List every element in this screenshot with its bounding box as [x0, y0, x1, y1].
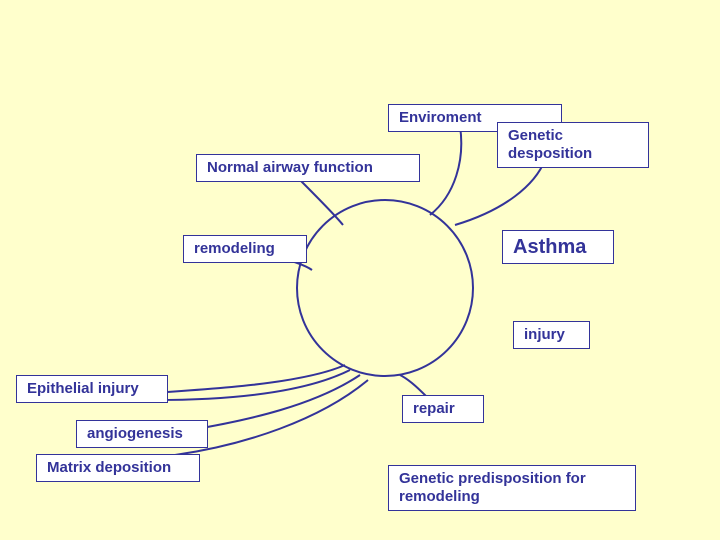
box-angiogenesis: angiogenesis [76, 420, 208, 448]
box-remodeling: remodeling [183, 235, 307, 263]
box-asthma: Asthma [502, 230, 614, 264]
box-normal: Normal airway function [196, 154, 420, 182]
box-matrix: Matrix deposition [36, 454, 200, 482]
box-genetic: Genetic desposition [497, 122, 649, 168]
box-geneticPre: Genetic predisposition for remodeling [388, 465, 636, 511]
diagram-stage: EnviromentGenetic despositionNormal airw… [0, 0, 720, 540]
box-injury: injury [513, 321, 590, 349]
box-repair: repair [402, 395, 484, 423]
box-epithelial: Epithelial injury [16, 375, 168, 403]
